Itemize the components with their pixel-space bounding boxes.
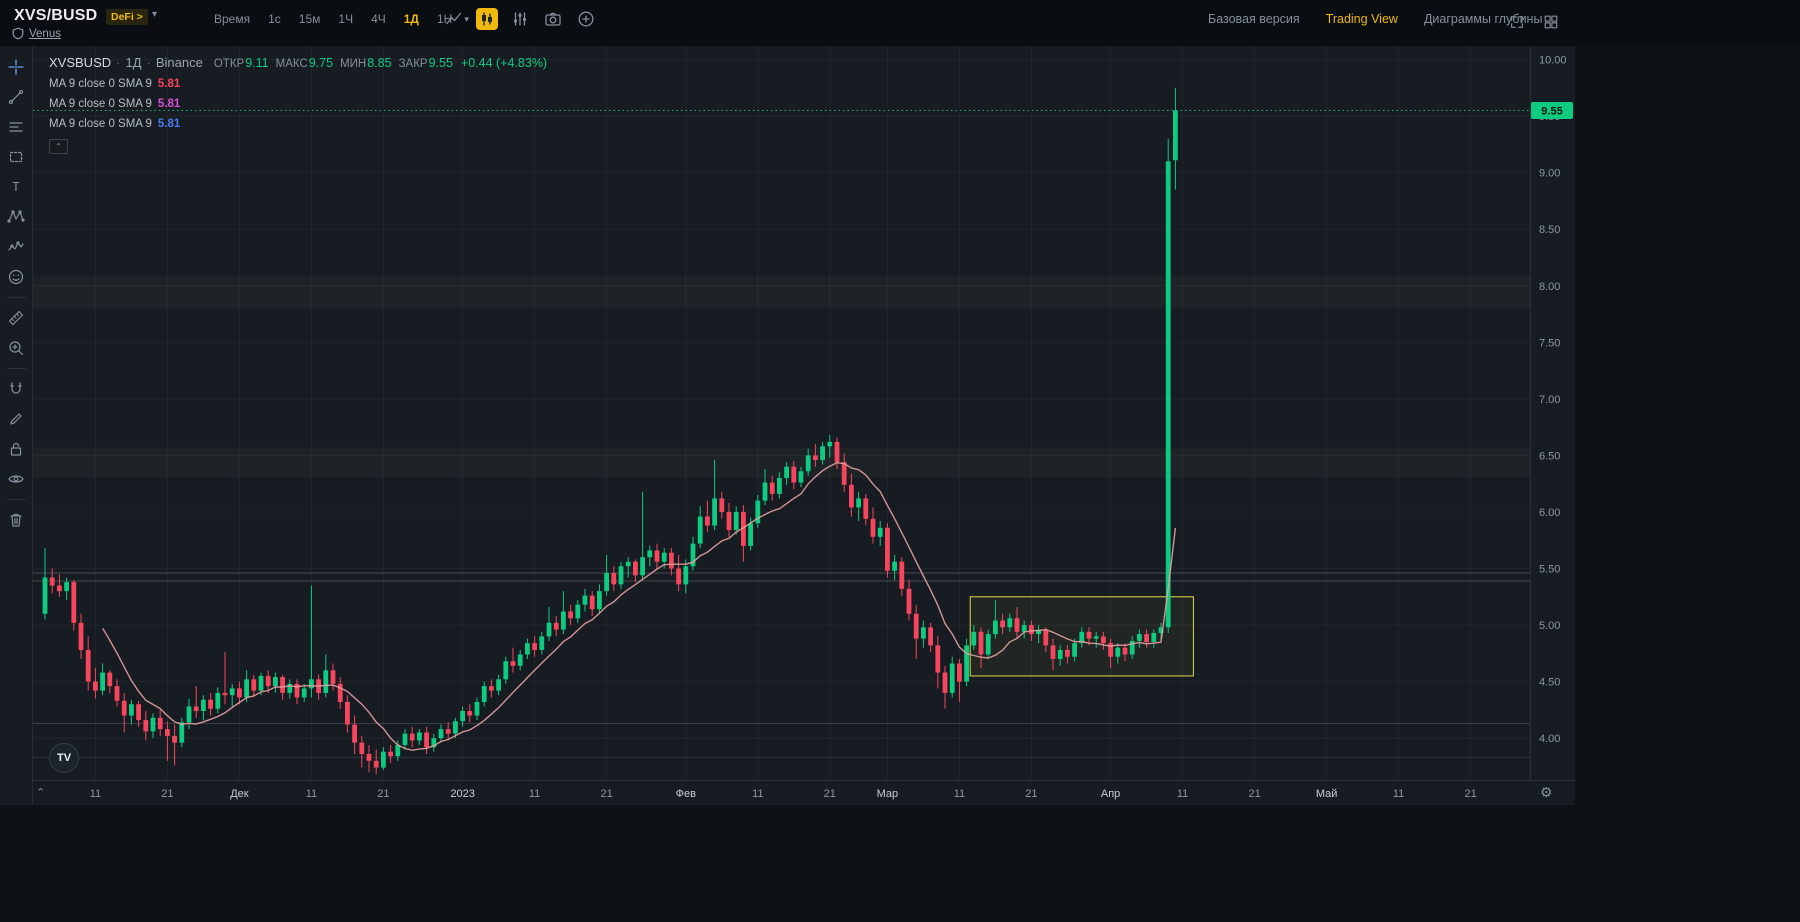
timeframe-4Ч[interactable]: 4Ч: [363, 8, 394, 30]
settings-gear-icon[interactable]: ⚙: [1540, 784, 1553, 800]
draw-mode-tool-icon[interactable]: [0, 404, 33, 434]
toolbar-divider: [6, 368, 26, 369]
svg-text:21: 21: [1025, 788, 1037, 800]
rectangle-tool-icon[interactable]: [0, 142, 33, 172]
svg-text:10.00: 10.00: [1539, 55, 1567, 67]
legend-collapse-button[interactable]: ⌃: [49, 139, 68, 154]
svg-text:8.50: 8.50: [1539, 224, 1560, 236]
trash-tool-icon[interactable]: [0, 505, 33, 535]
drawing-toolbar: T: [0, 46, 33, 805]
chart-widget: T: [0, 46, 1575, 805]
svg-text:7.50: 7.50: [1539, 337, 1560, 349]
defi-badge[interactable]: DeFi >: [106, 9, 148, 25]
svg-text:Май: Май: [1316, 788, 1338, 800]
svg-text:21: 21: [824, 788, 836, 800]
elliott-wave-tool-icon[interactable]: [0, 232, 33, 262]
plus-circle-icon[interactable]: [575, 8, 597, 30]
svg-text:5.00: 5.00: [1539, 620, 1560, 632]
lock-tool-icon[interactable]: [0, 434, 33, 464]
svg-text:7.00: 7.00: [1539, 394, 1560, 406]
timeframe-bar: Время 1с 15м 1Ч 4Ч 1Д 1Н ▾: [206, 8, 469, 30]
svg-text:5.50: 5.50: [1539, 564, 1560, 576]
token-info-row: Venus: [12, 27, 61, 40]
xabcd-pattern-tool-icon[interactable]: [0, 202, 33, 232]
svg-text:6.50: 6.50: [1539, 450, 1560, 462]
svg-text:9.00: 9.00: [1539, 168, 1560, 180]
view-tab[interactable]: Диаграммы глубины: [1423, 12, 1543, 26]
timeframe-1Д[interactable]: 1Д: [396, 8, 427, 30]
timeframe-dropdown-caret[interactable]: ▾: [464, 13, 469, 24]
svg-text:11: 11: [306, 788, 317, 800]
zoom-tool-icon[interactable]: [0, 333, 33, 363]
camera-icon[interactable]: [542, 8, 564, 30]
svg-text:9.55: 9.55: [1541, 105, 1562, 117]
timeframe-Время[interactable]: Время: [206, 8, 258, 30]
emoji-tool-icon[interactable]: [0, 262, 33, 292]
svg-text:Дек: Дек: [230, 788, 249, 800]
svg-text:T: T: [12, 180, 20, 194]
svg-text:11: 11: [90, 788, 101, 800]
chart-toolbar-icons: [443, 8, 597, 30]
view-tab[interactable]: Trading View: [1325, 12, 1398, 26]
layout-grid-icon[interactable]: [1540, 11, 1562, 33]
svg-text:21: 21: [600, 788, 612, 800]
svg-text:21: 21: [377, 788, 389, 800]
svg-text:11: 11: [752, 788, 763, 800]
ruler-tool-icon[interactable]: [0, 303, 33, 333]
hide-drawings-eye-icon[interactable]: [0, 464, 33, 494]
svg-text:21: 21: [1464, 788, 1476, 800]
tradingview-logo[interactable]: TV: [49, 743, 79, 773]
shield-icon: [12, 27, 24, 40]
svg-text:6.00: 6.00: [1539, 507, 1560, 519]
horizontal-lines-tool-icon[interactable]: [0, 112, 33, 142]
venus-link[interactable]: Venus: [29, 27, 61, 40]
symbol-title: XVS/BUSD: [14, 7, 98, 24]
svg-text:4.50: 4.50: [1539, 677, 1560, 689]
svg-text:11: 11: [954, 788, 965, 800]
svg-text:11: 11: [1393, 788, 1404, 800]
view-tab[interactable]: Базовая версия: [1208, 12, 1300, 26]
magnet-tool-icon[interactable]: [0, 374, 33, 404]
svg-text:Фев: Фев: [676, 788, 696, 800]
svg-text:8.00: 8.00: [1539, 281, 1560, 293]
header-right-icons: [1506, 11, 1562, 33]
text-tool-icon[interactable]: T: [0, 172, 33, 202]
toolbar-divider: [6, 499, 26, 500]
candlestick-style-icon[interactable]: [476, 8, 498, 30]
chart-canvas[interactable]: 10.009.509.008.508.007.507.006.506.005.5…: [33, 46, 1575, 805]
symbol-dropdown-caret[interactable]: ▾: [152, 9, 158, 20]
trend-line-tool-icon[interactable]: [0, 82, 33, 112]
timeframe-1Ч[interactable]: 1Ч: [330, 8, 361, 30]
svg-text:4.00: 4.00: [1539, 733, 1560, 745]
top-toolbar: XVS/BUSD DeFi > ▾ Время 1с 15м 1Ч 4Ч 1Д 1Н ▾: [0, 0, 1800, 46]
svg-text:21: 21: [161, 788, 173, 800]
svg-text:11: 11: [1177, 788, 1188, 800]
toolbar-divider: [6, 297, 26, 298]
svg-text:11: 11: [529, 788, 540, 800]
view-tabs: Базовая версия Trading View Диаграммы глуб…: [1208, 12, 1542, 26]
line-chart-icon[interactable]: [443, 8, 465, 30]
fullscreen-icon[interactable]: [1506, 11, 1528, 33]
timeframe-15м[interactable]: 15м: [291, 8, 329, 30]
timeframe-1с[interactable]: 1с: [260, 8, 289, 30]
crosshair-tool-icon[interactable]: [0, 52, 33, 82]
svg-text:Мар: Мар: [877, 788, 899, 800]
svg-text:21: 21: [1248, 788, 1260, 800]
bottom-panel-collapse-icon[interactable]: ⌃: [36, 787, 46, 799]
indicators-icon[interactable]: [509, 8, 531, 30]
svg-text:Апр: Апр: [1101, 788, 1120, 800]
chart-area: 10.009.509.008.508.007.507.006.506.005.5…: [33, 46, 1575, 805]
svg-text:2023: 2023: [450, 788, 474, 800]
